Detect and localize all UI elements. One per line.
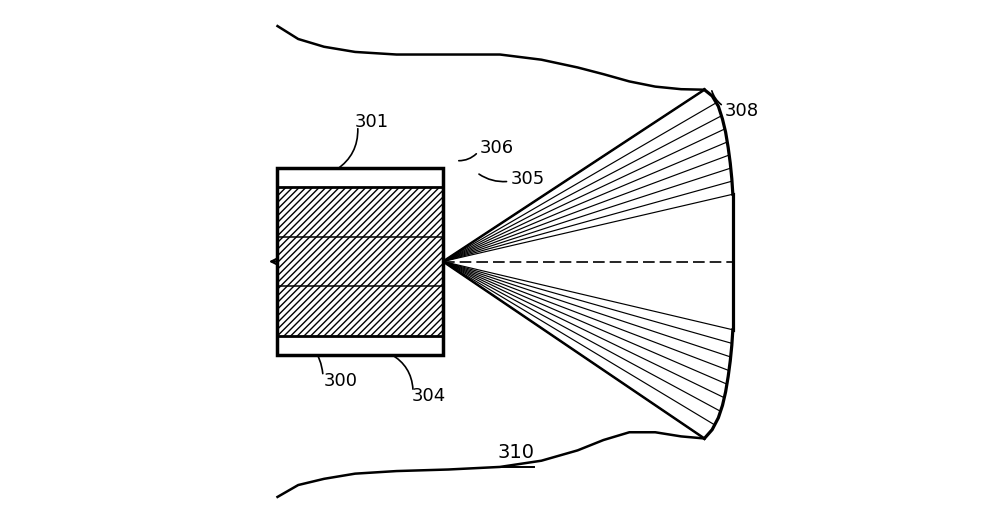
Bar	[277, 187, 443, 336]
Text: 300: 300	[324, 371, 358, 390]
Text: 310: 310	[497, 444, 534, 462]
Text: 308: 308	[725, 103, 759, 120]
Bar	[277, 168, 443, 355]
Text: 305: 305	[510, 169, 545, 188]
Bar	[277, 168, 443, 355]
Text: 301: 301	[355, 113, 389, 131]
Text: 304: 304	[412, 387, 446, 405]
Text: 306: 306	[479, 139, 513, 157]
